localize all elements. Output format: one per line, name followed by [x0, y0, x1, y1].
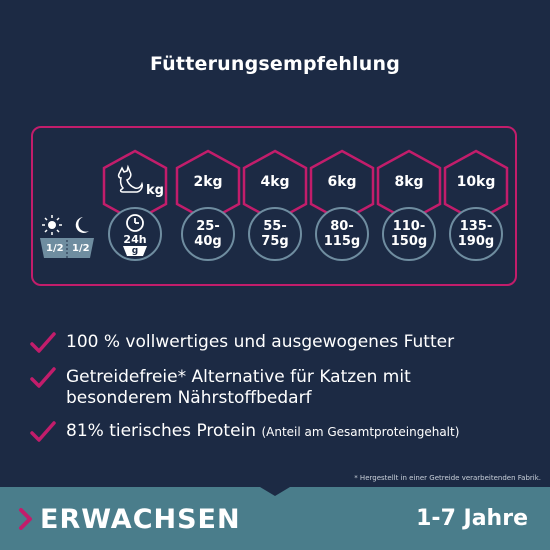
clock-label: 24h	[123, 233, 147, 246]
clock-icon	[126, 214, 144, 232]
weight-cell: 4kg	[240, 148, 310, 224]
amount-label: 55- 75g	[261, 219, 289, 249]
daily-amount-circle: 24h g	[108, 207, 162, 261]
amount-circle: 25- 40g	[181, 207, 235, 261]
portion-day-label: 1/2	[46, 243, 64, 254]
weight-label: 8kg	[394, 174, 424, 190]
amount-label: 110- 150g	[390, 219, 428, 249]
life-stage-label: ERWACHSEN	[40, 504, 241, 535]
feature-text: 81% tierisches Protein	[66, 421, 257, 441]
amount-label: 80- 115g	[323, 219, 361, 249]
bowl-icon	[123, 246, 147, 256]
feature-text: 100 % vollwertiges und ausgewogenes Futt…	[66, 332, 455, 352]
checkmark-icon	[30, 421, 56, 442]
checkmark-icon	[30, 332, 56, 353]
amount-label: 135- 190g	[457, 219, 495, 249]
life-stage-banner	[0, 487, 550, 550]
weight-cell: 10kg	[441, 148, 511, 224]
page-title: Fütterungsempfehlung	[149, 53, 401, 75]
chevron-right-icon	[19, 508, 32, 530]
footnote: * Hergestellt in einer Getreide verarbei…	[354, 474, 541, 482]
amount-circle: 110- 150g	[382, 207, 436, 261]
feature-note: (Anteil am Gesamtproteingehalt)	[261, 425, 460, 439]
banner-notch	[260, 487, 290, 496]
weight-label: 10kg	[456, 174, 496, 190]
bowl-unit-label: g	[131, 246, 139, 256]
amount-circle: 135- 190g	[449, 207, 503, 261]
age-range-label: 1-7 Jahre	[416, 506, 528, 531]
feature-text: Getreidefreie* Alternative für Katzen mi…	[66, 367, 411, 408]
portion-night-label: 1/2	[72, 243, 90, 254]
checkmark-icon	[30, 367, 56, 388]
weight-unit-label: kg	[146, 183, 164, 198]
sun-moon-icon	[40, 215, 94, 258]
weight-label: 4kg	[260, 174, 290, 190]
feeding-table-panel	[31, 126, 517, 286]
weight-label: 6kg	[327, 174, 357, 190]
cat-icon	[117, 164, 143, 193]
day-night-portion: 1/2 1/2	[36, 212, 98, 262]
amount-circle: 55- 75g	[248, 207, 302, 261]
amount-circle: 80- 115g	[315, 207, 369, 261]
weight-label: 2kg	[193, 174, 223, 190]
amount-label: 25- 40g	[194, 219, 222, 249]
